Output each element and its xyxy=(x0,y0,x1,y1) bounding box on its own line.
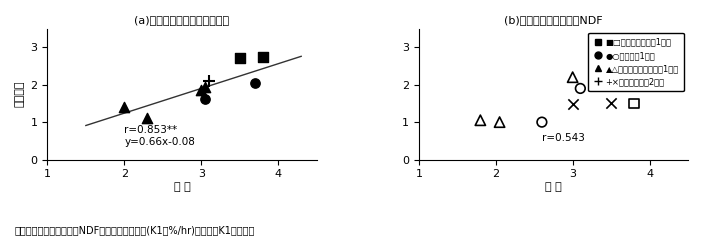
Y-axis label: 通過速度: 通過速度 xyxy=(15,81,25,107)
Point xyxy=(142,116,153,120)
Point xyxy=(119,105,130,109)
Point xyxy=(605,102,617,105)
Point xyxy=(200,85,211,89)
Point xyxy=(257,55,269,59)
Point xyxy=(475,118,486,122)
Point xyxy=(203,79,214,83)
Text: y=0.66x-0.08: y=0.66x-0.08 xyxy=(124,137,195,147)
Point xyxy=(536,120,548,124)
Text: r=0.853**: r=0.853** xyxy=(124,125,177,135)
X-axis label: 液 相: 液 相 xyxy=(545,182,562,192)
Point xyxy=(567,75,579,79)
Title: (a)ディスプロシウム標識乾草: (a)ディスプロシウム標識乾草 xyxy=(134,15,230,25)
Point xyxy=(567,102,579,106)
Text: 図１．各種乾草及びそのNDFの反芻胃通過速度(K1；%/hr)と液相のK1との関係: 図１．各種乾草及びそのNDFの反芻胃通過速度(K1；%/hr)と液相のK1との関… xyxy=(14,226,254,236)
Point xyxy=(200,97,211,101)
Point xyxy=(195,88,207,92)
Text: r=0.543: r=0.543 xyxy=(542,133,585,143)
Point xyxy=(494,120,505,124)
Point xyxy=(628,102,640,105)
Point xyxy=(250,81,261,85)
Title: (b)イッテルビウム標識NDF: (b)イッテルビウム標識NDF xyxy=(504,15,602,25)
Point xyxy=(234,57,245,60)
X-axis label: 液 相: 液 相 xyxy=(174,182,191,192)
Point xyxy=(575,87,586,90)
Legend: ■□アルファルファ1番草, ●○チモシー1番草, ▲△オーチャードグラス1番草, +×アルファルプ2番草: ■□アルファルファ1番草, ●○チモシー1番草, ▲△オーチャードグラス1番草,… xyxy=(588,33,684,91)
